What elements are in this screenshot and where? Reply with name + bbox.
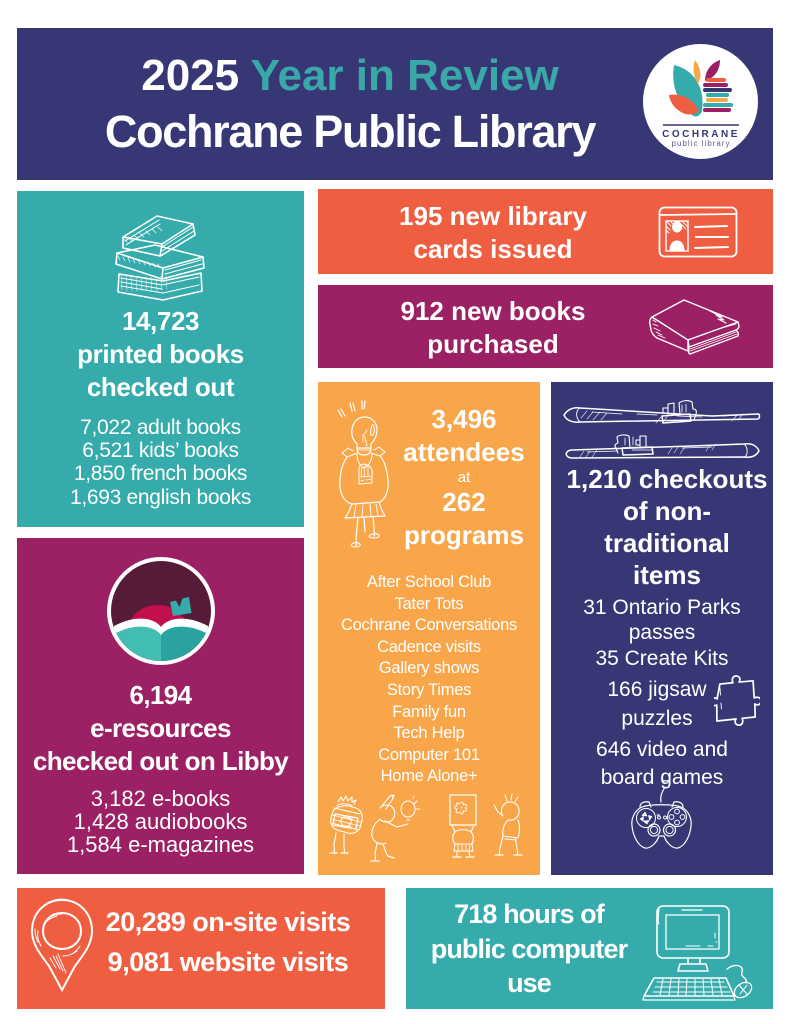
svg-text:COCHRANE: COCHRANE <box>662 129 740 140</box>
svg-text:public library: public library <box>672 139 731 148</box>
